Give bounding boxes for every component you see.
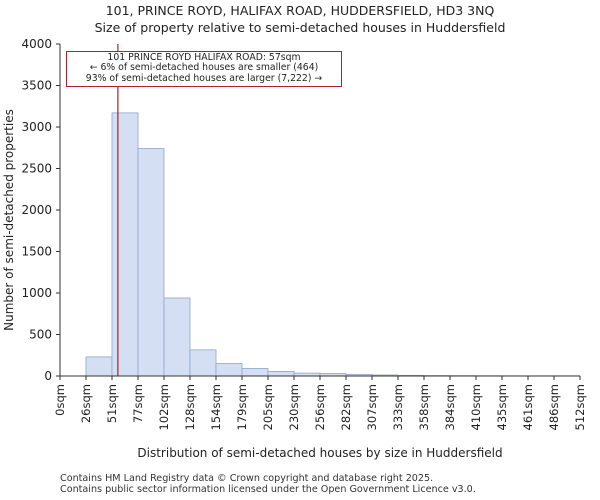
x-tick-label: 179sqm [235,384,249,430]
chart-title: 101, PRINCE ROYD, HALIFAX ROAD, HUDDERSF… [105,3,495,18]
histogram-bar [267,371,295,377]
x-tick-label: 358sqm [417,384,431,430]
y-tick-label: 2000 [21,203,52,217]
annotation-line-2: ← 6% of semi-detached houses are smaller… [89,62,319,74]
annotation-box: 101 PRINCE ROYD HALIFAX ROAD: 57sqm ← 6%… [66,51,342,87]
x-tick-label: 205sqm [261,384,275,430]
annotation-line-1: 101 PRINCE ROYD HALIFAX ROAD: 57sqm [107,52,301,63]
annotation-line-3: 93% of semi-detached houses are larger (… [85,72,323,84]
y-tick-label: 500 [29,328,52,342]
histogram-bar [215,363,243,377]
x-tick-label: 435sqm [495,384,509,430]
x-tick-label: 307sqm [365,384,379,430]
x-tick-label: 230sqm [287,384,301,430]
x-tick-label: 26sqm [79,384,93,423]
x-axis-label: Distribution of semi-detached houses by … [137,446,502,460]
y-tick-label: 3500 [21,79,52,93]
chart-subtitle: Size of property relative to semi-detach… [94,20,506,35]
x-tick-label: 128sqm [183,384,197,430]
x-tick-label: 333sqm [391,384,405,430]
x-tick-label: 102sqm [157,384,171,430]
x-tick-label: 384sqm [443,384,457,430]
y-axis-label: Number of semi-detached properties [2,109,16,331]
x-tick-label: 282sqm [339,384,353,430]
y-tick-label: 0 [44,369,52,383]
x-tick-label: 410sqm [469,384,483,430]
histogram-bar [85,356,113,377]
y-tick-label: 1000 [21,286,52,300]
x-tick-label: 154sqm [209,384,223,430]
x-tick-label: 51sqm [105,384,119,423]
y-tick-label: 3000 [21,120,52,134]
x-tick-label: 512sqm [573,384,587,430]
x-tick-label: 0sqm [53,384,67,416]
histogram-bar [111,112,139,377]
histogram-bar [189,349,217,377]
footer-line-1: Contains HM Land Registry data © Crown c… [60,473,434,484]
histogram-bar [241,368,269,377]
x-tick-label: 486sqm [547,384,561,430]
y-tick-label: 2500 [21,162,52,176]
x-tick-label: 77sqm [131,384,145,423]
y-tick-label: 4000 [21,37,52,51]
y-tick-label: 1500 [21,245,52,259]
histogram-bar [163,297,191,377]
x-tick-label: 256sqm [313,384,327,430]
footer-line-2: Contains public sector information licen… [60,484,476,495]
x-tick-label: 461sqm [521,384,535,430]
histogram-bar [137,148,165,377]
